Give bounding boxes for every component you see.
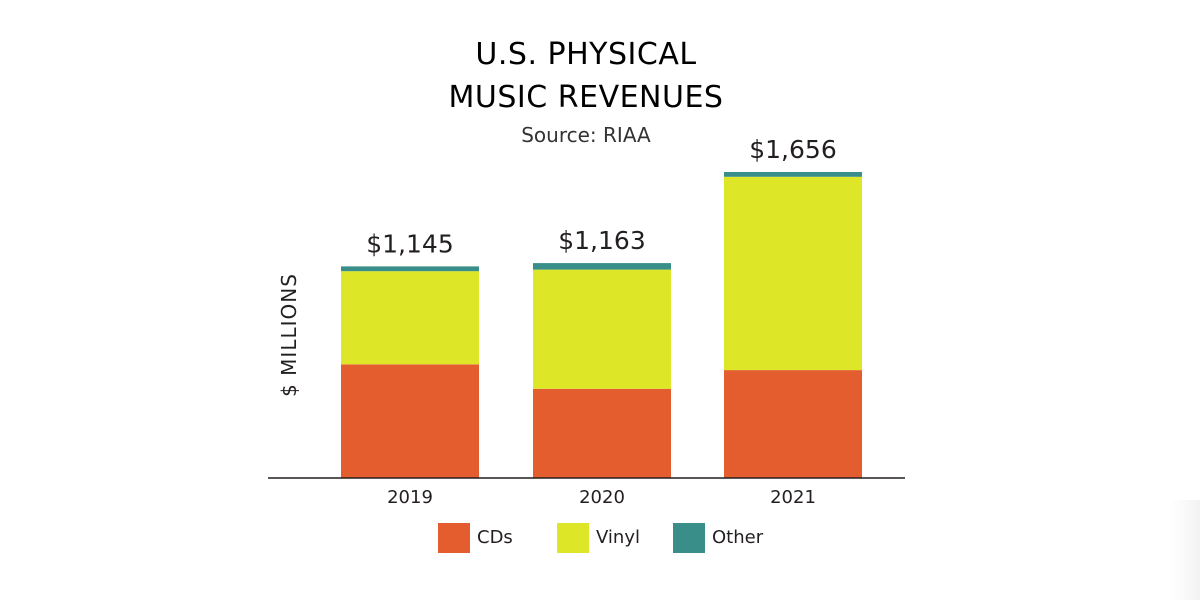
total-label-2019: $1,145 xyxy=(366,229,453,258)
x-tick-label-2021: 2021 xyxy=(770,487,816,508)
bar-segment-vinyl-2019 xyxy=(341,271,479,365)
chart-subtitle: Source: RIAA xyxy=(521,123,651,147)
bar-segment-other-2019 xyxy=(341,266,479,272)
x-tick-label-2020: 2020 xyxy=(579,487,625,508)
legend-label-cds: CDs xyxy=(477,527,513,548)
bar-segment-other-2020 xyxy=(533,263,671,270)
y-axis-label: $ MILLIONS xyxy=(277,273,301,397)
bar-segment-cds-2019 xyxy=(341,364,479,478)
chart-title-line-1: U.S. PHYSICAL xyxy=(475,37,696,72)
bar-segment-cds-2020 xyxy=(533,388,671,479)
total-labels: $1,145 $1,163 $1,656 xyxy=(366,135,836,258)
bar-segment-vinyl-2020 xyxy=(533,269,671,389)
x-tick-labels: 2019 2020 2021 xyxy=(387,487,816,508)
legend: CDs Vinyl Other xyxy=(438,523,764,553)
total-label-2020: $1,163 xyxy=(558,226,645,255)
legend-label-vinyl: Vinyl xyxy=(596,527,640,548)
edge-shadow xyxy=(1170,500,1200,600)
bar-segment-other-2021 xyxy=(724,172,862,177)
legend-swatch-vinyl xyxy=(557,523,589,553)
chart-title-line-2: MUSIC REVENUES xyxy=(449,80,724,115)
x-tick-label-2019: 2019 xyxy=(387,487,433,508)
bars-layer xyxy=(341,172,862,479)
legend-swatch-cds xyxy=(438,523,470,553)
bar-segment-vinyl-2021 xyxy=(724,176,862,371)
legend-swatch-other xyxy=(673,523,705,553)
bar-segment-cds-2021 xyxy=(724,370,862,478)
total-label-2021: $1,656 xyxy=(749,135,836,164)
legend-label-other: Other xyxy=(712,527,764,548)
